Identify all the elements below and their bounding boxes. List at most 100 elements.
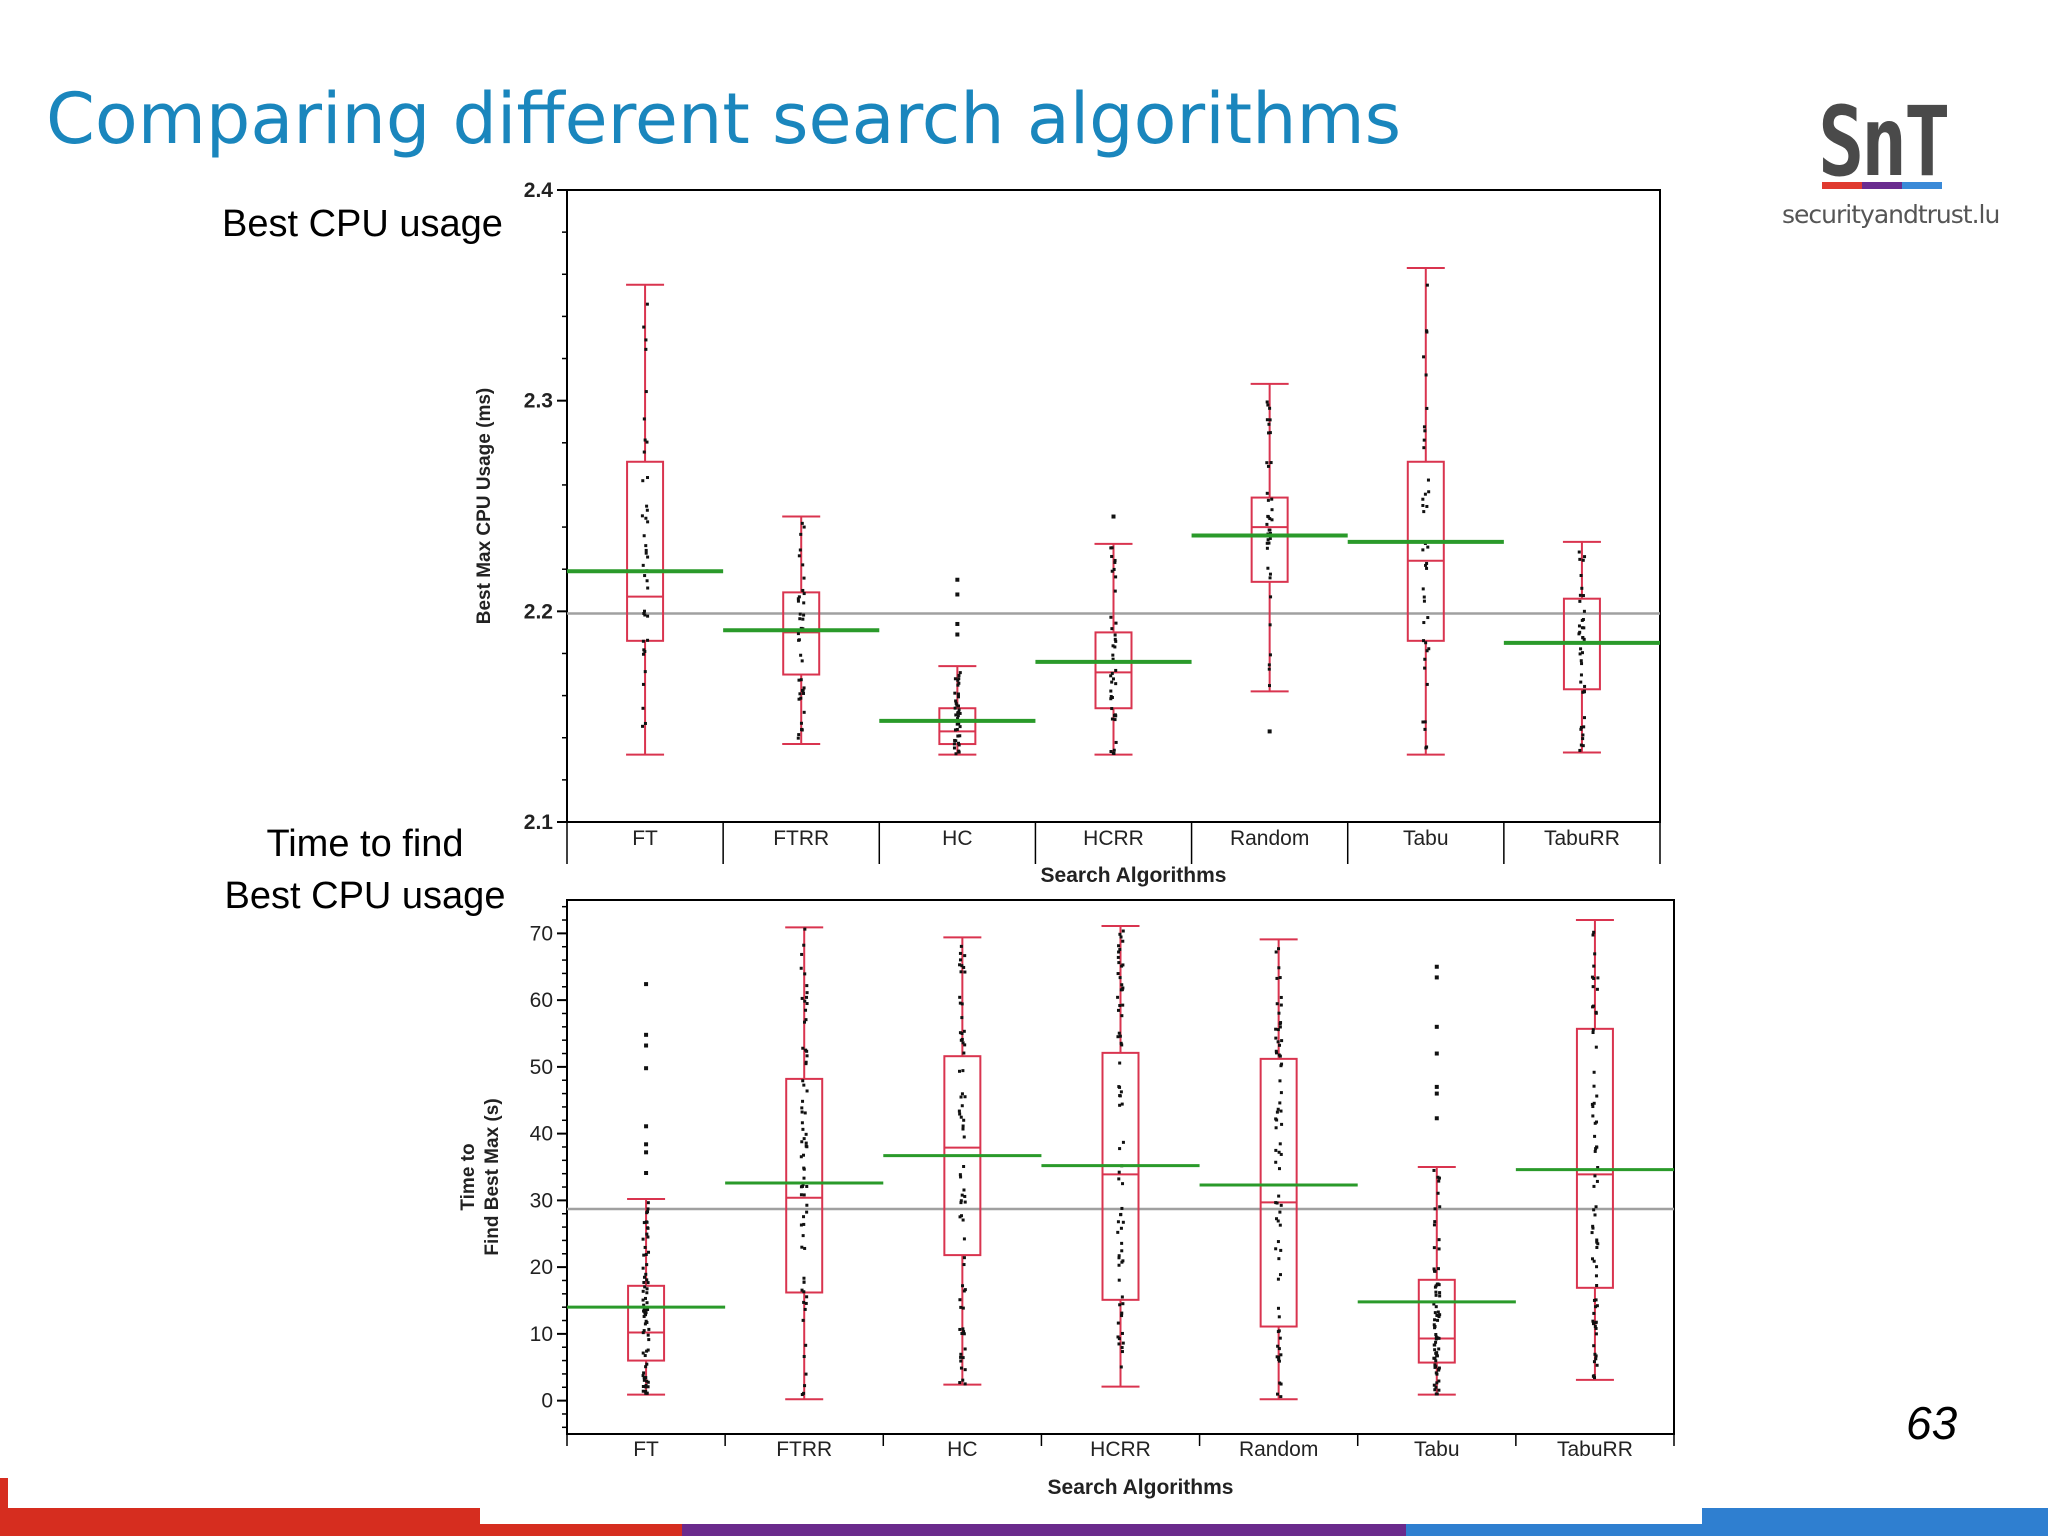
- data-point: [646, 1348, 650, 1352]
- cpu-xaxis-label: Search Algorithms: [1041, 864, 1227, 887]
- data-point: [1437, 1336, 1441, 1340]
- data-point: [1279, 1109, 1283, 1113]
- cpu-ytick-label: 2.2: [524, 600, 553, 623]
- data-point: [643, 649, 647, 653]
- data-point: [1268, 517, 1272, 521]
- data-point: [804, 1008, 808, 1012]
- time-outlier-point: [644, 1032, 649, 1037]
- data-point: [805, 1210, 809, 1214]
- data-point: [642, 1253, 646, 1257]
- data-point: [1422, 355, 1426, 359]
- data-point: [958, 1031, 962, 1035]
- data-point: [803, 1384, 807, 1388]
- data-point: [1425, 283, 1429, 287]
- box-iqr: [1250, 496, 1289, 583]
- data-point: [1423, 657, 1427, 661]
- data-point: [641, 682, 645, 686]
- data-point: [1590, 1231, 1594, 1235]
- data-point: [1435, 1354, 1439, 1358]
- data-point: [1432, 1356, 1436, 1360]
- data-point: [1276, 1028, 1280, 1032]
- data-point: [802, 1193, 806, 1197]
- data-point: [1113, 558, 1117, 562]
- data-point: [1423, 666, 1427, 670]
- data-point: [1120, 1346, 1124, 1350]
- data-point: [1595, 1238, 1599, 1242]
- data-point: [961, 1124, 965, 1128]
- logo-site-text: securityandtrust.lu: [1782, 200, 2000, 229]
- data-point: [803, 1020, 807, 1024]
- data-point: [1274, 1148, 1278, 1152]
- data-point: [1279, 1003, 1283, 1007]
- box-iqr: [1101, 1051, 1140, 1301]
- data-point: [802, 1215, 806, 1219]
- data-point: [1109, 615, 1113, 619]
- data-point: [1274, 1117, 1278, 1121]
- data-point: [800, 1106, 804, 1110]
- data-point: [645, 1278, 649, 1282]
- data-point: [1118, 1103, 1122, 1107]
- data-point: [1276, 1344, 1280, 1348]
- data-point: [1433, 1348, 1437, 1352]
- data-point: [643, 1245, 647, 1249]
- data-point: [805, 1295, 809, 1299]
- data-point: [1592, 977, 1596, 981]
- data-point: [1594, 1357, 1598, 1361]
- data-point: [1577, 624, 1581, 628]
- time-ytick-label: 0: [541, 1390, 553, 1413]
- bottom-label-line2: Best CPU usage: [224, 875, 506, 917]
- footer-segment-red-wide: [0, 1508, 480, 1536]
- time-outlier-point: [1434, 964, 1439, 969]
- data-point: [802, 943, 806, 947]
- data-point: [802, 1280, 806, 1284]
- data-point: [957, 677, 961, 681]
- data-point: [800, 1184, 804, 1188]
- data-point: [642, 417, 646, 421]
- data-point: [958, 1001, 962, 1005]
- data-point: [961, 1218, 965, 1222]
- data-point: [1433, 1343, 1437, 1347]
- cpu-plot-frame: [566, 189, 1661, 823]
- data-point: [802, 1391, 806, 1395]
- data-point: [1279, 1395, 1283, 1399]
- data-point: [797, 638, 801, 642]
- data-point: [956, 717, 960, 721]
- data-point: [1579, 673, 1583, 677]
- data-point: [1595, 1245, 1599, 1249]
- data-point: [1437, 1179, 1441, 1183]
- data-point: [642, 325, 646, 329]
- data-point: [1422, 599, 1426, 603]
- data-point: [953, 738, 957, 742]
- box-iqr: [626, 460, 665, 642]
- data-point: [962, 1051, 966, 1055]
- data-point: [803, 1307, 807, 1311]
- data-point: [1265, 541, 1269, 545]
- data-point: [802, 1300, 806, 1304]
- data-point: [1594, 1332, 1598, 1336]
- data-point: [801, 1127, 805, 1131]
- time-outlier-point: [1434, 1024, 1439, 1029]
- data-point: [1593, 1324, 1597, 1328]
- data-point: [796, 632, 800, 636]
- data-point: [1119, 1090, 1123, 1094]
- data-point: [1121, 963, 1125, 967]
- data-point: [1266, 566, 1270, 570]
- data-point: [958, 951, 962, 955]
- data-point: [800, 1121, 804, 1125]
- data-point: [646, 1333, 650, 1337]
- data-point: [805, 1184, 809, 1188]
- data-point: [1433, 1388, 1437, 1392]
- data-point: [1437, 1347, 1441, 1351]
- data-point: [642, 450, 646, 454]
- data-point: [1280, 1039, 1284, 1043]
- data-point: [642, 1371, 646, 1375]
- data-point: [1578, 630, 1582, 634]
- data-point: [1265, 461, 1269, 465]
- data-point: [1268, 572, 1272, 576]
- data-point: [1265, 400, 1269, 404]
- data-point: [801, 1234, 805, 1238]
- data-point: [1437, 1379, 1441, 1383]
- data-point: [961, 1127, 965, 1131]
- data-point: [1119, 1226, 1123, 1230]
- data-point: [960, 1332, 964, 1336]
